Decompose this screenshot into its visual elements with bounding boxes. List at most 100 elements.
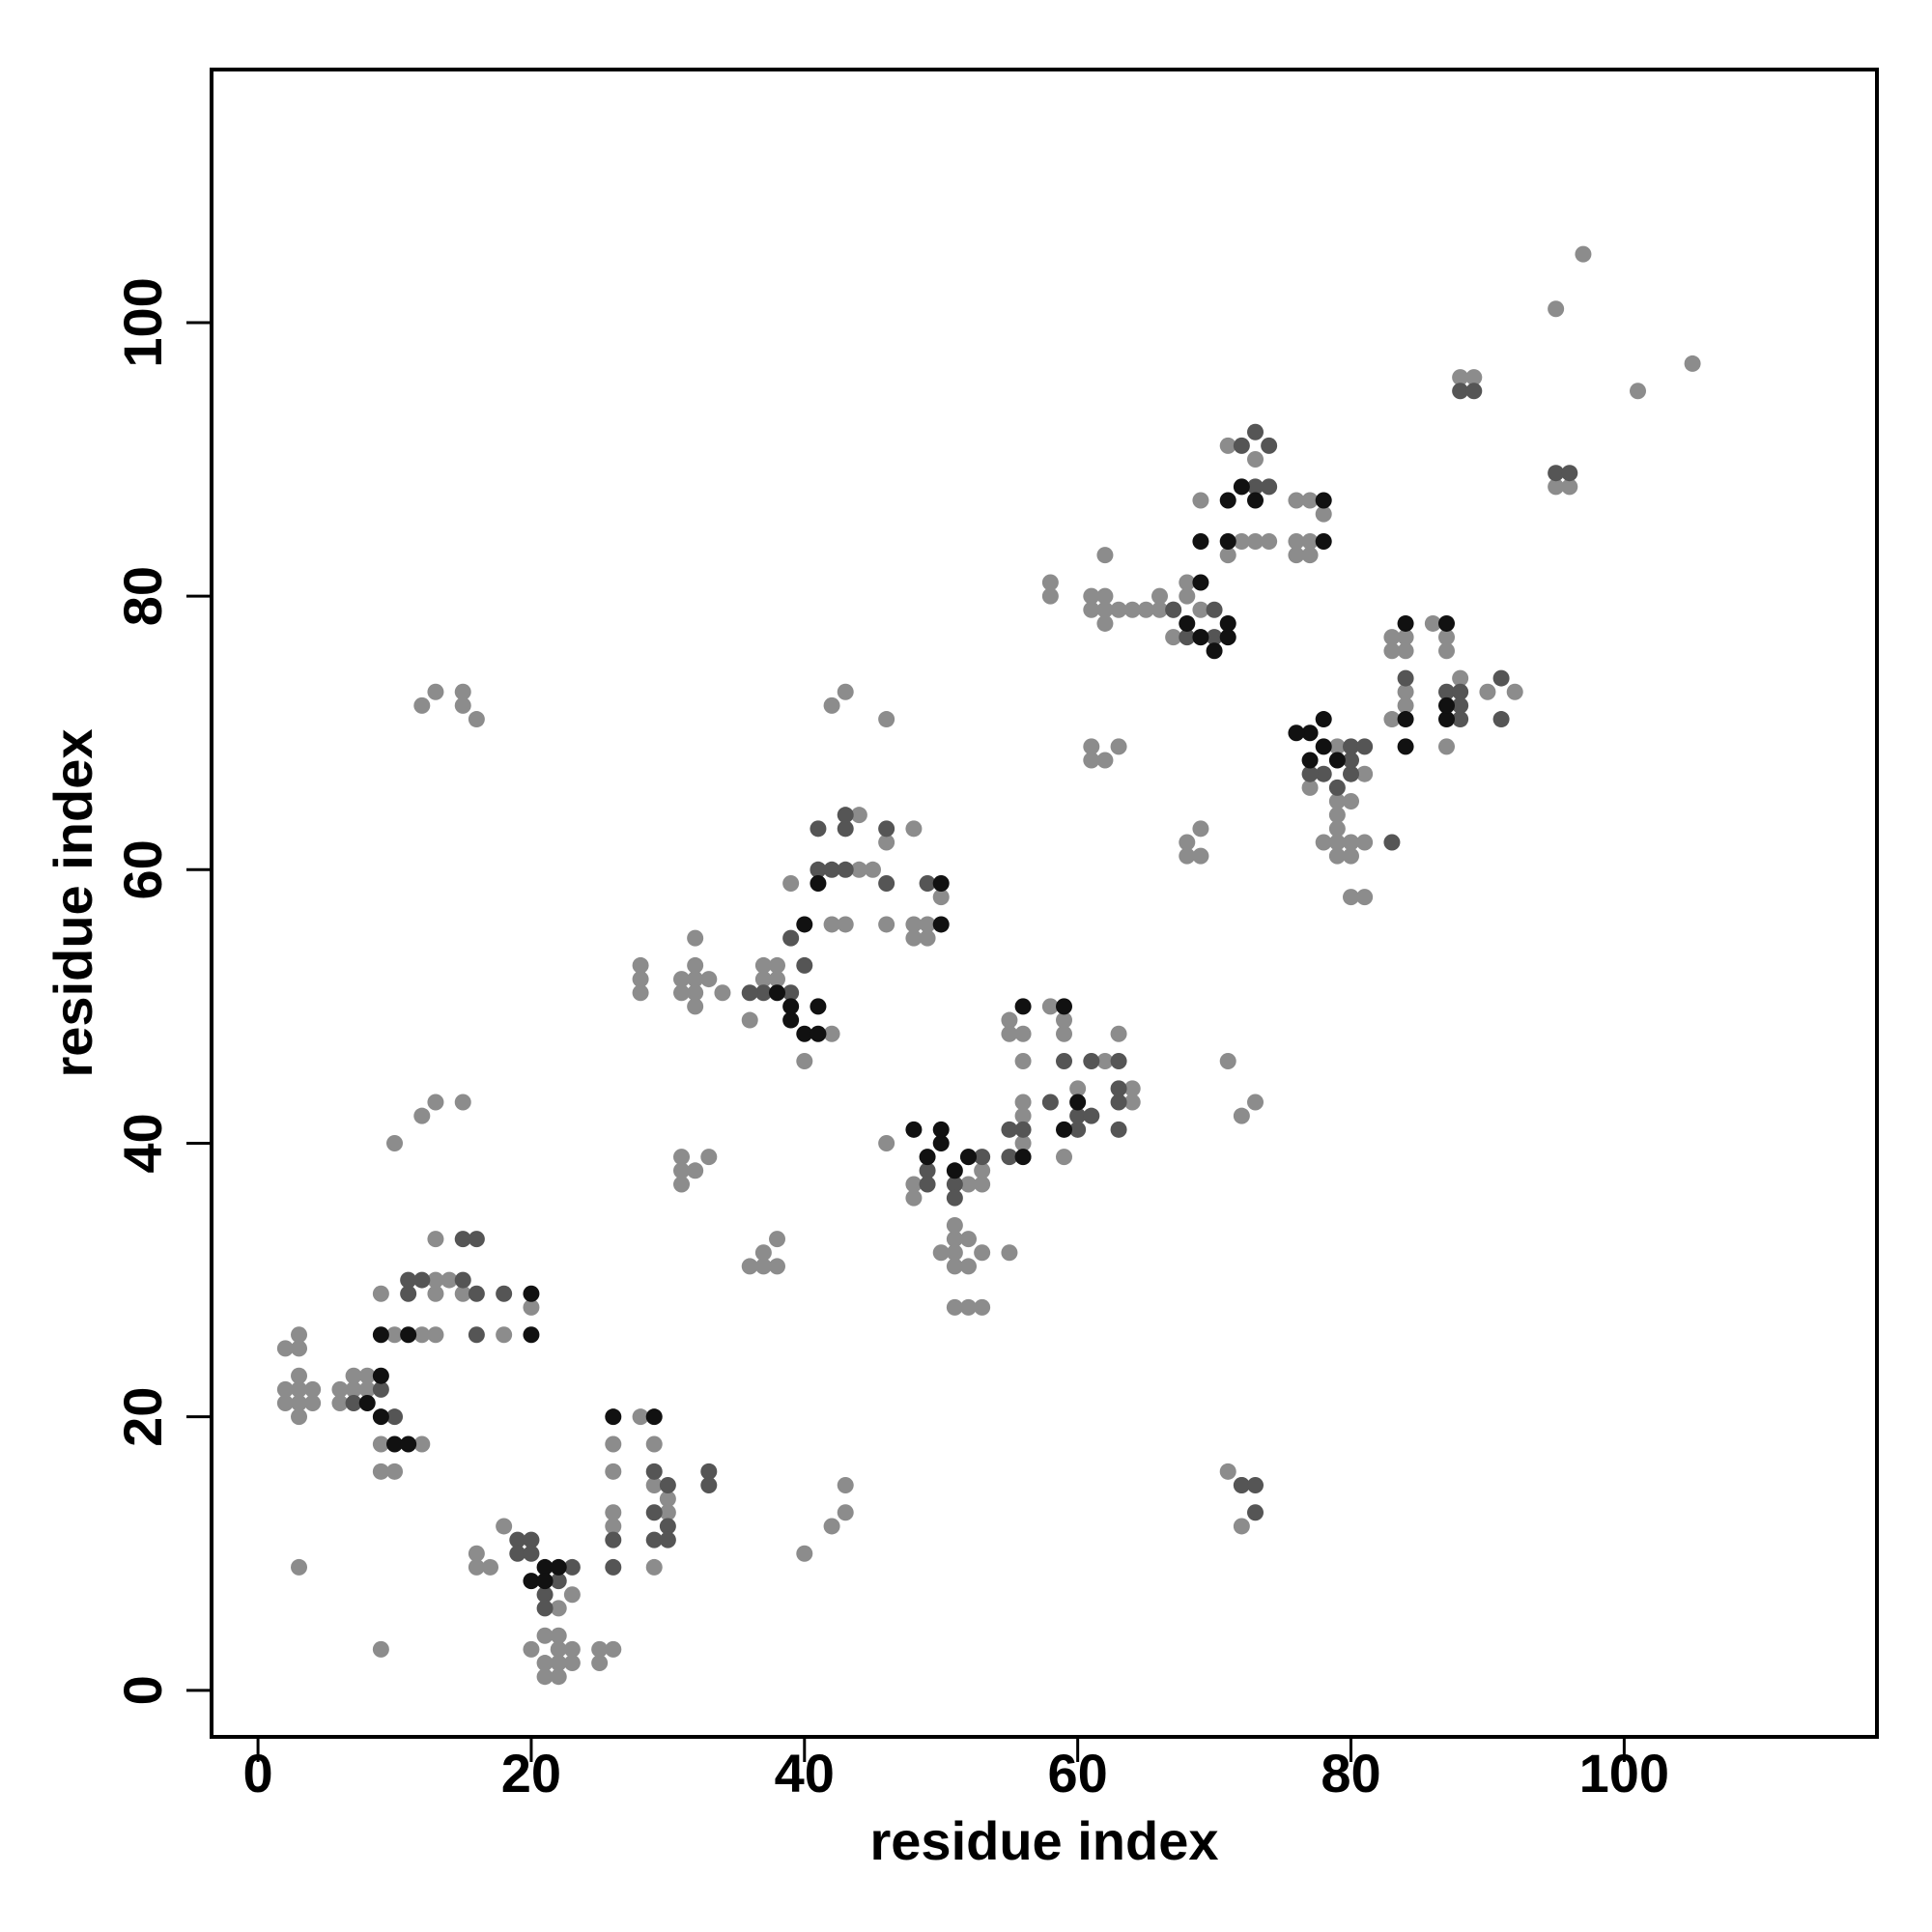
point (1288, 492, 1305, 509)
point (468, 711, 485, 728)
point (1383, 642, 1401, 660)
point (523, 1326, 540, 1344)
point (632, 1408, 649, 1426)
point (932, 1134, 950, 1151)
point (454, 683, 471, 700)
point (1083, 738, 1100, 755)
point (1110, 1025, 1127, 1042)
point (782, 998, 800, 1015)
point (550, 1600, 567, 1617)
point (1356, 738, 1374, 755)
point (427, 1285, 444, 1302)
point (1247, 478, 1264, 496)
point (1301, 532, 1319, 550)
point (1684, 355, 1701, 372)
point (1110, 1121, 1127, 1138)
point (372, 1408, 389, 1426)
point (850, 807, 867, 824)
point (1397, 629, 1414, 646)
point (1069, 1094, 1087, 1111)
point (523, 1640, 540, 1658)
point (440, 1271, 458, 1289)
point (796, 956, 813, 974)
point (605, 1408, 622, 1426)
point (1014, 1107, 1032, 1124)
y-axis-title: residue index (43, 728, 103, 1077)
point (837, 861, 854, 878)
point (1192, 492, 1209, 509)
point (1137, 601, 1154, 618)
point (563, 1640, 581, 1658)
point (632, 956, 649, 974)
point (1001, 1244, 1018, 1262)
point (1247, 451, 1264, 469)
point (496, 1326, 513, 1344)
point (659, 1476, 676, 1493)
point (1397, 696, 1414, 714)
point (837, 683, 854, 700)
point (1233, 1518, 1250, 1535)
x-tick-label: 100 (1579, 1743, 1669, 1804)
point (1438, 629, 1456, 646)
point (386, 1326, 404, 1344)
point (1096, 587, 1114, 605)
point (605, 1504, 622, 1521)
point (700, 1476, 718, 1493)
point (974, 1244, 991, 1262)
point (782, 929, 800, 947)
point (454, 1271, 471, 1289)
point (523, 1298, 540, 1316)
point (413, 1271, 431, 1289)
point (1452, 696, 1469, 714)
point (523, 1545, 540, 1562)
point (1110, 601, 1127, 618)
point (769, 971, 786, 988)
point (358, 1367, 376, 1384)
point (932, 889, 950, 906)
point (878, 834, 895, 851)
x-tick-label: 20 (501, 1743, 561, 1804)
point (632, 984, 649, 1002)
point (1083, 752, 1100, 769)
point (468, 1231, 485, 1248)
point (304, 1380, 322, 1398)
point (1069, 1121, 1087, 1138)
point (427, 1231, 444, 1248)
point (523, 1573, 540, 1590)
x-tick-label: 80 (1321, 1743, 1380, 1804)
x-axis-title: residue index (869, 1810, 1218, 1871)
point (1179, 574, 1196, 591)
point (1315, 834, 1332, 851)
point (1343, 889, 1360, 906)
point (1165, 601, 1182, 618)
point (754, 984, 772, 1002)
point (1056, 1025, 1073, 1042)
point (700, 1149, 718, 1166)
point (960, 1258, 978, 1275)
point (1452, 369, 1469, 386)
point (946, 1189, 963, 1207)
point (823, 1518, 840, 1535)
point (605, 1518, 622, 1535)
point (946, 1244, 963, 1262)
point (1179, 629, 1196, 646)
point (291, 1380, 308, 1398)
point (1233, 1107, 1250, 1124)
point (276, 1380, 294, 1398)
point (645, 1463, 663, 1480)
point (291, 1408, 308, 1426)
point (796, 916, 813, 933)
point (400, 1285, 417, 1302)
point (1383, 711, 1401, 728)
point (632, 971, 649, 988)
point (1561, 465, 1578, 482)
point (1083, 1053, 1100, 1070)
point (1056, 1053, 1073, 1070)
point (1452, 669, 1469, 687)
point (741, 984, 758, 1002)
point (1233, 478, 1250, 496)
point (400, 1326, 417, 1344)
point (946, 1258, 963, 1275)
point (372, 1435, 389, 1453)
point (878, 874, 895, 892)
